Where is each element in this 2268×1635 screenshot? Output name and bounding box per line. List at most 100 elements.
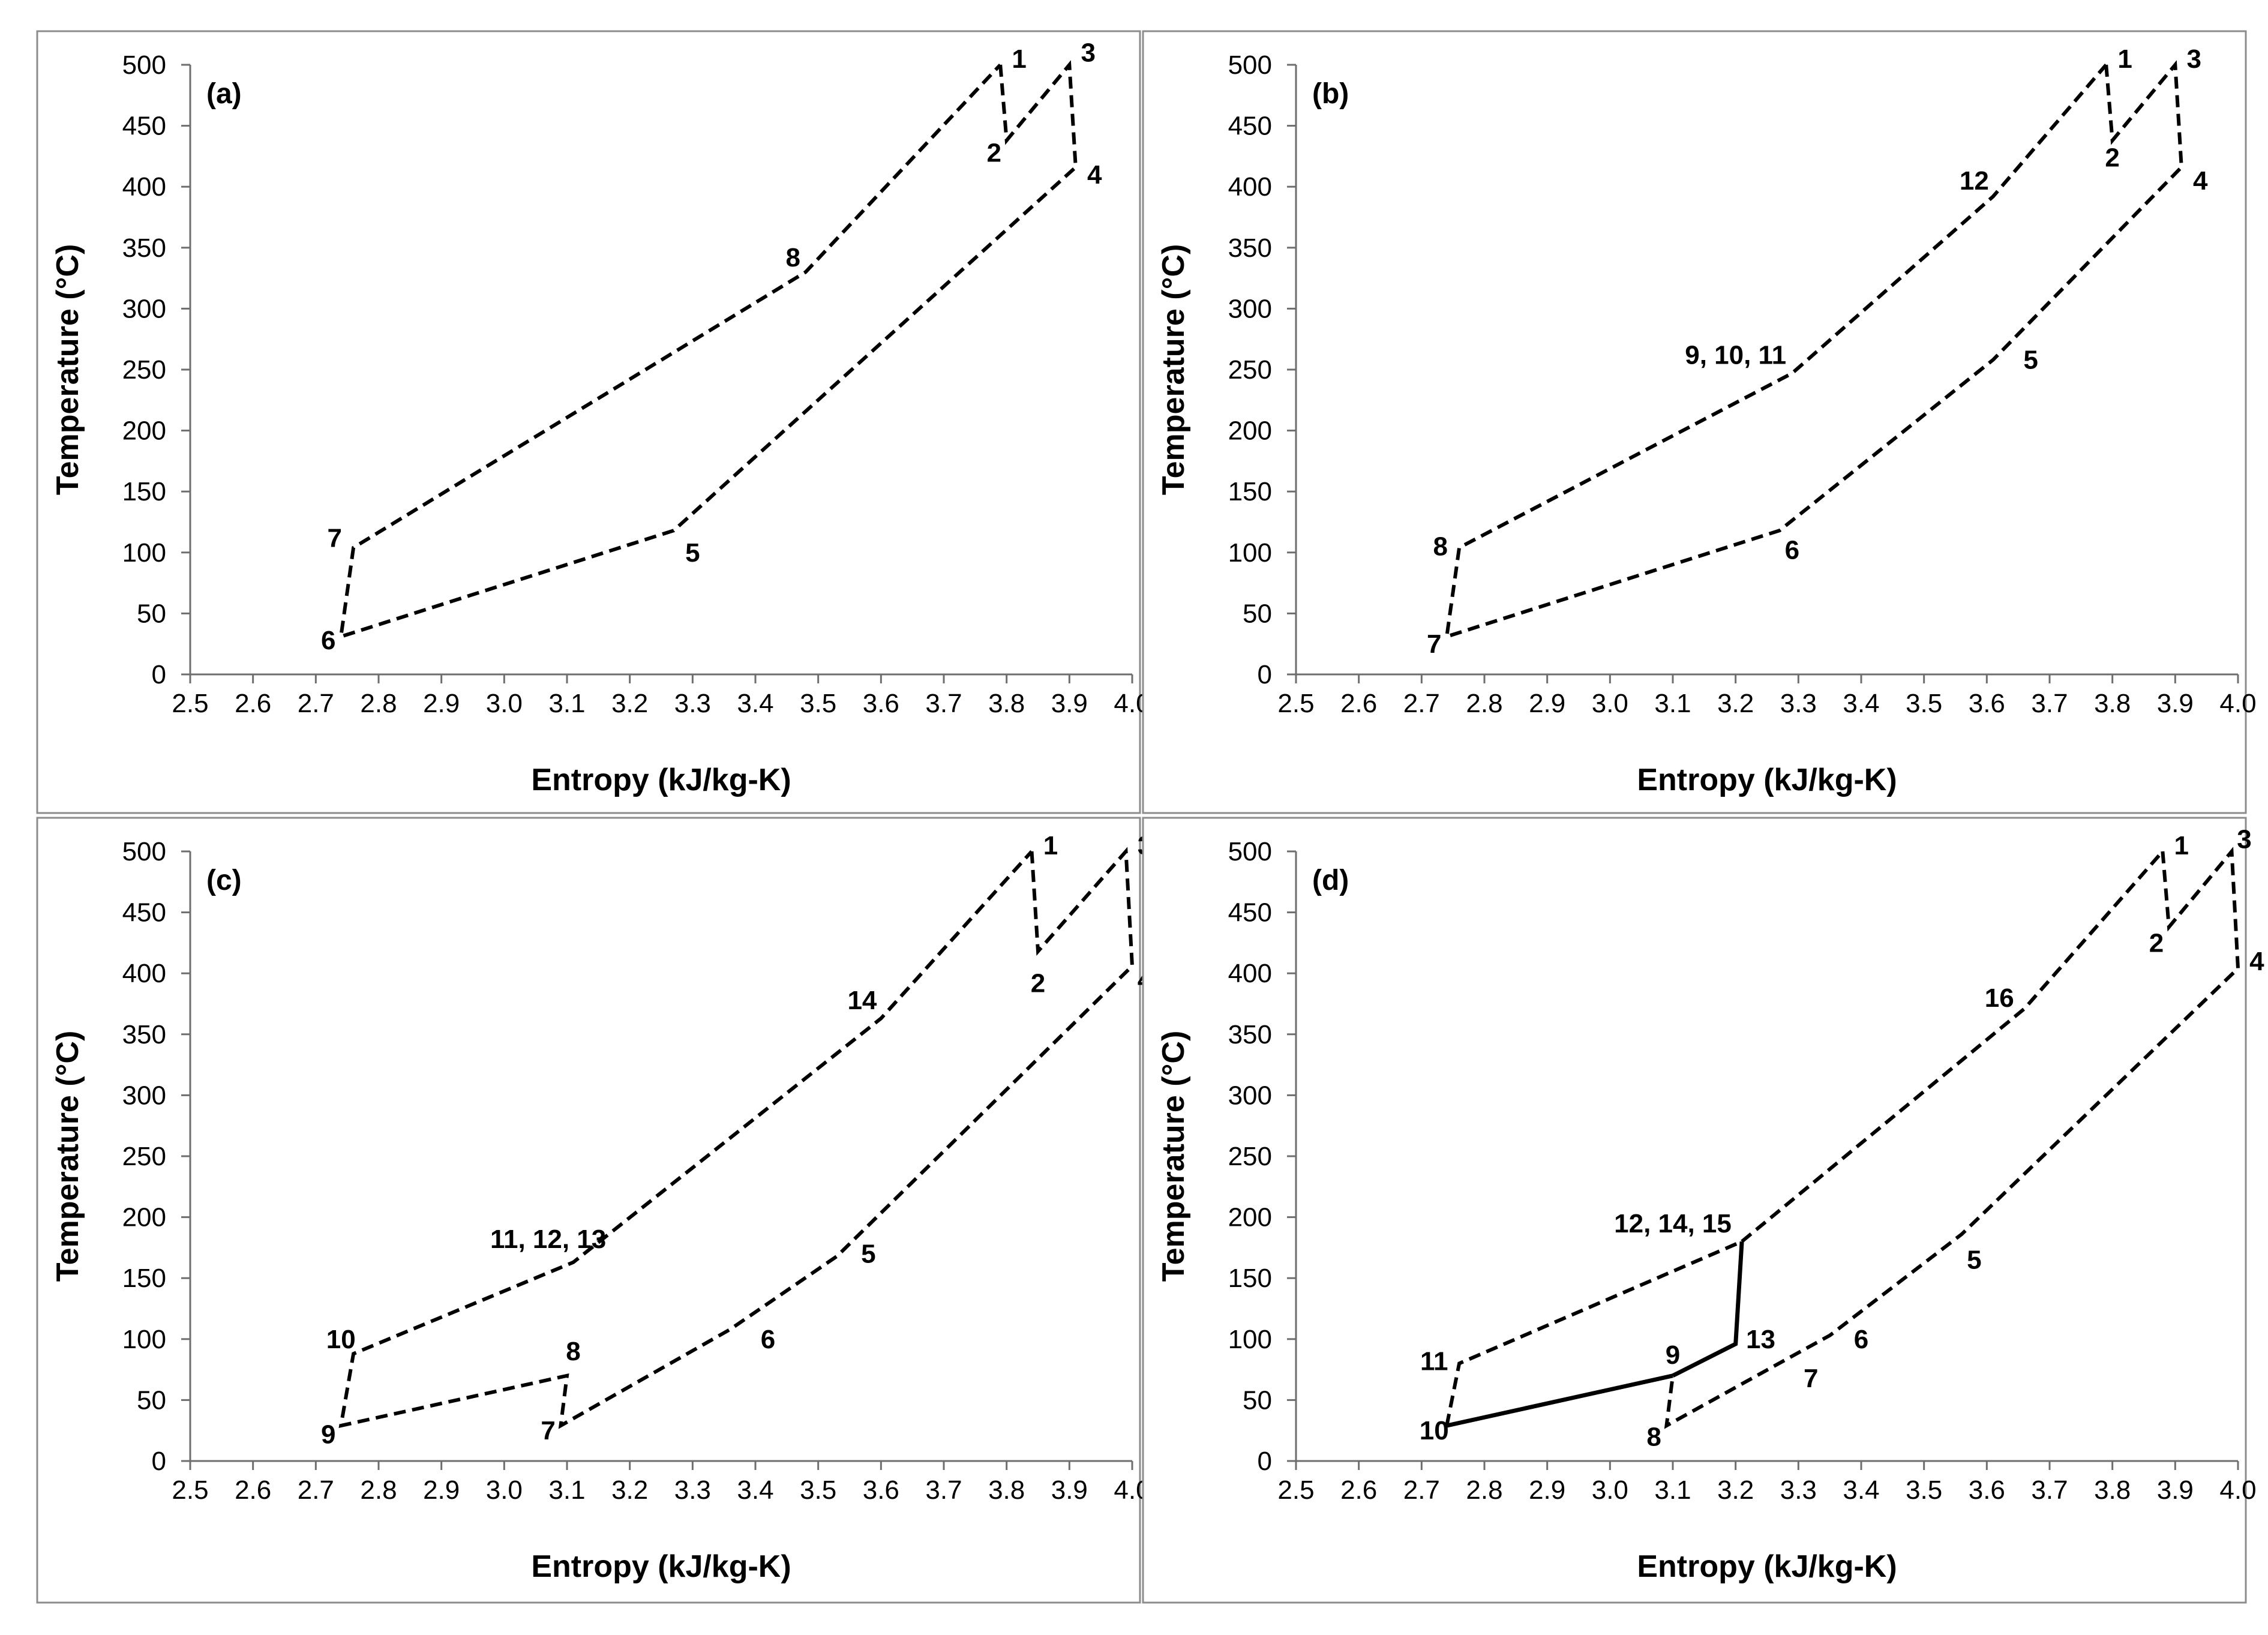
cycle-dashed-line (338, 847, 1135, 1429)
y-tick-label: 300 (1228, 1081, 1272, 1110)
state-point-label: 7 (1427, 629, 1441, 659)
state-point-label: 6 (1854, 1325, 1868, 1354)
y-tick-label: 450 (122, 112, 166, 141)
y-tick-label: 100 (122, 1325, 166, 1354)
y-tick-label: 150 (1228, 1264, 1272, 1293)
x-tick-label: 3.7 (2031, 689, 2068, 718)
state-point-label: 11, 12, 13 (490, 1225, 606, 1254)
x-tick-label: 3.2 (611, 1475, 648, 1505)
y-tick-label: 250 (1228, 1142, 1272, 1171)
state-point-label: 2 (2105, 143, 2119, 172)
y-tick-label: 300 (122, 1081, 166, 1110)
x-tick-label: 3.1 (1654, 1475, 1691, 1505)
x-tick-label: 3.9 (1051, 689, 1088, 718)
state-point-label: 5 (861, 1240, 875, 1269)
state-point-label: 8 (1646, 1422, 1661, 1451)
y-tick-label: 500 (1228, 837, 1272, 866)
y-tick-label: 50 (1243, 1385, 1272, 1415)
state-point-label: 4 (1087, 160, 1102, 190)
x-tick-label: 3.2 (1717, 689, 1754, 718)
y-tick-label: 350 (1228, 1020, 1272, 1049)
x-tick-label: 3.5 (800, 689, 836, 718)
y-tick-label: 100 (1228, 1325, 1272, 1354)
state-point-label: 14 (847, 986, 877, 1015)
x-tick-label: 3.3 (674, 689, 711, 718)
chart-panel: 2.5 2.6 2.7 2.8 2.9 3.0 3.1 3.2 3.3 3.4 3.5 3.6 3.7 3… (1142, 30, 2257, 814)
x-tick-label: 2.7 (298, 1475, 334, 1505)
y-tick-label: 450 (1228, 112, 1272, 141)
x-tick-label: 2.5 (1277, 689, 1314, 718)
state-point-label: 8 (786, 243, 800, 272)
chart-panel: 2.5 2.6 2.7 2.8 2.9 3.0 3.1 3.2 3.3 3.4 3.5 3.6 3.7 3… (36, 817, 1153, 1604)
cycle-dashed-line (1445, 1240, 1743, 1426)
y-tick-label: 200 (1228, 1203, 1272, 1232)
chart-panel: 2.5 2.6 2.7 2.8 2.9 3.0 3.1 3.2 3.3 3.4 3.5 3.6 3.7 3… (36, 30, 1151, 814)
x-tick-label: 4.0 (2219, 1475, 2256, 1505)
state-point-label: 5 (685, 538, 700, 568)
y-axis-title: Temperature (°C) (50, 244, 85, 496)
panel-label: (c) (206, 865, 242, 896)
cycle-dashed-line (1664, 847, 2240, 1429)
y-tick-label: 200 (122, 416, 166, 446)
x-axis-title: Entropy (kJ/kg-K) (1637, 763, 1897, 797)
panel-label: (a) (206, 78, 242, 110)
y-tick-label: 500 (122, 837, 166, 866)
x-tick-label: 3.9 (1051, 1475, 1088, 1505)
x-tick-label: 2.8 (360, 1475, 397, 1505)
y-tick-label: 250 (122, 355, 166, 385)
y-tick-label: 400 (122, 172, 166, 202)
x-tick-label: 3.6 (863, 1475, 899, 1505)
y-tick-label: 350 (1228, 233, 1272, 263)
y-tick-label: 150 (122, 477, 166, 506)
cycle-dashed-line (338, 60, 1078, 640)
x-tick-label: 2.6 (235, 1475, 271, 1505)
x-tick-label: 3.3 (674, 1475, 711, 1505)
y-axis-title: Temperature (°C) (1156, 244, 1191, 496)
x-tick-label: 3.6 (1969, 1475, 2005, 1505)
state-point-label: 10 (1420, 1416, 1449, 1445)
y-tick-label: 350 (122, 1020, 166, 1049)
state-point-label: 5 (1967, 1246, 1981, 1275)
x-tick-label: 3.3 (1780, 1475, 1817, 1505)
x-tick-label: 2.9 (423, 1475, 460, 1505)
panel-label: (d) (1312, 865, 1349, 896)
state-point-label: 8 (566, 1337, 580, 1366)
y-axis-title: Temperature (°C) (1156, 1031, 1191, 1282)
state-point-label: 9, 10, 11 (1685, 341, 1786, 370)
x-tick-label: 3.7 (2031, 1475, 2068, 1505)
x-tick-label: 3.1 (548, 1475, 585, 1505)
y-tick-label: 200 (122, 1203, 166, 1232)
y-tick-label: 100 (122, 538, 166, 568)
chart-panel: 2.5 2.6 2.7 2.8 2.9 3.0 3.1 3.2 3.3 3.4 3.5 3.6 3.7 3… (1142, 817, 2264, 1604)
panel-border (36, 817, 1141, 1604)
x-tick-label: 3.8 (2094, 1475, 2131, 1505)
x-tick-label: 2.8 (360, 689, 397, 718)
state-point-label: 1 (2174, 831, 2189, 860)
state-point-label: 3 (1081, 38, 1095, 68)
x-tick-label: 3.0 (486, 1475, 523, 1505)
panel-border (1142, 30, 2247, 814)
state-point-label: 2 (1031, 968, 1045, 998)
y-tick-label: 150 (122, 1264, 166, 1293)
state-point-label: 2 (986, 138, 1001, 167)
x-axis-title: Entropy (kJ/kg-K) (531, 1549, 791, 1584)
state-point-label: 7 (327, 523, 341, 553)
x-tick-label: 2.7 (298, 689, 334, 718)
state-point-label: 7 (1804, 1364, 1818, 1393)
x-tick-label: 3.7 (925, 1475, 962, 1505)
state-point-label: 4 (2193, 166, 2208, 196)
state-point-label: 10 (326, 1325, 356, 1354)
y-tick-label: 50 (137, 599, 166, 628)
x-tick-label: 3.3 (1780, 689, 1817, 718)
x-tick-label: 2.7 (1403, 689, 1440, 718)
x-tick-label: 3.8 (988, 1475, 1025, 1505)
y-tick-label: 300 (1228, 294, 1272, 323)
x-tick-label: 2.8 (1466, 689, 1502, 718)
x-tick-label: 2.8 (1466, 1475, 1502, 1505)
state-point-label: 1 (1043, 831, 1058, 860)
x-tick-label: 3.5 (1906, 689, 1942, 718)
x-tick-label: 3.2 (1717, 1475, 1754, 1505)
y-tick-label: 400 (1228, 959, 1272, 988)
x-tick-label: 3.4 (737, 689, 773, 718)
state-point-label: 4 (2249, 947, 2264, 976)
